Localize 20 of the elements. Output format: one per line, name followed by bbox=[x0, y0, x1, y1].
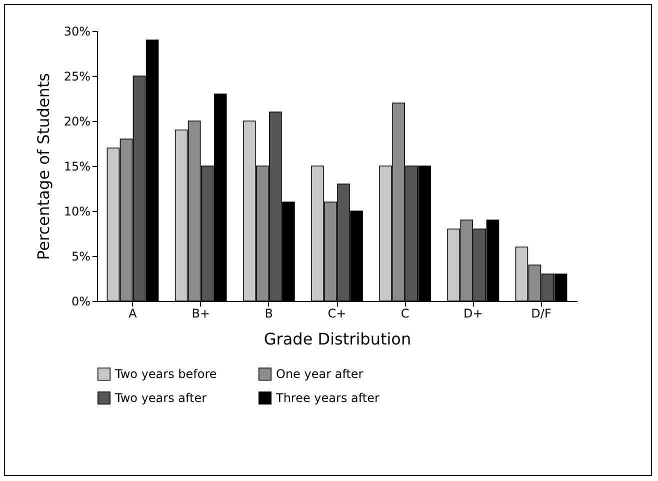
x-tick-label: D+ bbox=[464, 306, 483, 320]
y-tick-label: 0% bbox=[71, 294, 90, 308]
x-tick-label: C+ bbox=[328, 306, 346, 320]
x-tick-label: B bbox=[264, 306, 274, 320]
y-tick-label: 30% bbox=[64, 24, 90, 38]
legend-label: Two years after bbox=[114, 391, 207, 405]
x-tick-label: C bbox=[400, 306, 410, 320]
x-axis-title: Grade Distribution bbox=[264, 330, 412, 348]
legend-label: Three years after bbox=[275, 391, 380, 405]
x-tick-label: A bbox=[128, 306, 138, 320]
y-tick-label: 20% bbox=[64, 114, 90, 128]
x-tick-label: D/F bbox=[531, 306, 552, 320]
x-tick-label: B+ bbox=[192, 306, 210, 320]
y-tick-label: 25% bbox=[64, 70, 90, 84]
legend-label: One year after bbox=[276, 367, 364, 382]
y-tick-label: 5% bbox=[71, 250, 90, 264]
legend-label: Two years before bbox=[114, 367, 217, 382]
y-tick-label: 15% bbox=[64, 160, 90, 174]
y-axis-title: Percentage of Students bbox=[34, 73, 53, 260]
y-tick-label: 10% bbox=[64, 204, 90, 218]
